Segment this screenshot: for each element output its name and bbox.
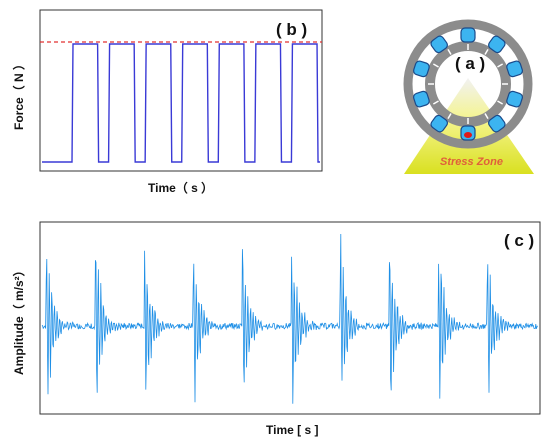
ring-tick xyxy=(432,100,439,105)
panel-c-ylabel: Amplitude（ m/s²） xyxy=(12,264,26,375)
panel-b-label: ( b ) xyxy=(276,20,308,39)
panel-c-frame xyxy=(39,221,541,415)
ring-tick xyxy=(447,48,452,55)
roller-element xyxy=(430,35,448,54)
roller-element xyxy=(413,90,430,108)
panel-c-label: ( c ) xyxy=(504,231,535,250)
roller-set xyxy=(413,27,523,141)
bearing-diagram xyxy=(403,19,534,174)
roller-element xyxy=(413,60,430,78)
stress-zone-label: Stress Zone xyxy=(440,156,503,168)
panel-b-xlabel: Time（ s ） xyxy=(148,181,214,195)
defect-marker xyxy=(464,132,472,138)
panel-c-xlabel: Time [ s ] xyxy=(266,423,319,437)
vibration-signal-series xyxy=(41,233,538,404)
force-pulse-series xyxy=(42,43,320,163)
ring-tick xyxy=(484,113,489,120)
roller-element xyxy=(506,90,523,108)
ring-tick xyxy=(497,63,504,68)
ring-tick xyxy=(432,63,439,68)
ring-tick xyxy=(484,48,489,55)
roller-element xyxy=(506,60,523,78)
roller-element xyxy=(430,114,448,133)
inner-ring-ticks xyxy=(428,44,508,124)
ring-tick xyxy=(497,100,504,105)
panel-a-label: ( a ) xyxy=(455,54,486,73)
outer-ring xyxy=(403,19,533,149)
roller-element xyxy=(488,114,506,133)
roller-element xyxy=(460,27,476,43)
roller-element xyxy=(488,35,506,54)
ring-tick xyxy=(447,113,452,120)
panel-b-frame xyxy=(39,9,323,172)
panel-b-ylabel: Force（ N ） xyxy=(12,57,26,130)
